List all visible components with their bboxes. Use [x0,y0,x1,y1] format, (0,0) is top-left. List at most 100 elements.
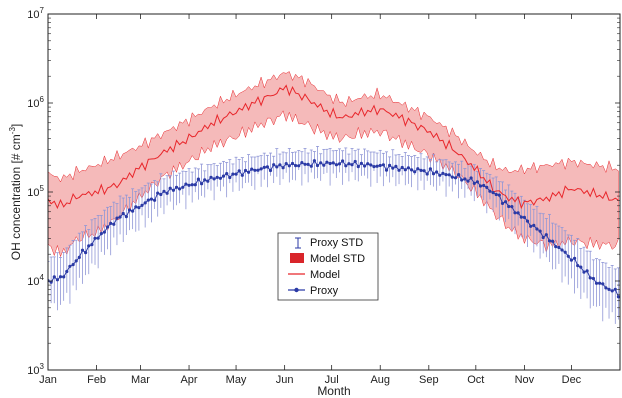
proxy-marker [225,172,229,176]
proxy-marker [557,245,561,250]
proxy-marker [460,178,464,182]
x-tick-label: May [226,374,247,386]
legend-label-proxy-std: Proxy STD [310,237,363,249]
proxy-marker [153,198,157,202]
x-tick-label: Oct [467,374,484,386]
proxy-marker [127,208,132,212]
proxy-marker [384,168,389,172]
proxy-marker [507,204,511,209]
proxy-marker [106,225,110,229]
proxy-marker [413,170,417,174]
proxy-marker [591,276,596,281]
proxy-marker [554,245,558,249]
y-axis: 103 104 105 106 107 [27,6,620,377]
proxy-marker [96,236,100,240]
proxy-marker [447,173,451,177]
proxy-marker [281,166,285,170]
proxy-marker [137,206,141,210]
proxy-marker [58,275,63,279]
proxy-marker [491,191,495,195]
proxy-marker [403,168,407,172]
proxy-marker [99,232,103,236]
proxy-marker [178,187,182,191]
series-layer [48,71,620,324]
proxy-marker [472,181,476,185]
proxy-marker [71,263,75,267]
proxy-std-errorbar-icon [295,237,301,249]
proxy-marker [435,170,439,174]
proxy-marker [140,203,144,207]
proxy-marker [350,163,354,167]
proxy-marker [494,192,498,197]
proxy-marker [375,164,379,168]
proxy-marker [616,295,620,299]
proxy-marker [406,166,410,170]
x-axis: Jan Feb Mar Apr May Jun Jul Aug Sep Oct Nov Dec [39,14,582,386]
proxy-marker [463,177,467,181]
proxy-marker [174,185,179,189]
proxy-marker [221,174,226,178]
legend: Proxy STD Model STD Model Proxy [277,232,379,301]
proxy-marker [604,286,608,290]
proxy-marker [156,191,160,195]
proxy-marker [469,176,473,180]
proxy-marker [294,164,298,168]
proxy-marker [538,229,542,233]
proxy-marker [80,248,85,252]
proxy-marker [394,164,398,168]
proxy-marker [312,159,316,163]
proxy-marker [146,198,150,202]
proxy-marker [431,172,436,176]
proxy-marker [181,185,185,189]
proxy-marker [341,159,345,163]
proxy-marker [337,162,342,166]
proxy-marker [391,166,395,170]
proxy-marker [55,278,60,282]
proxy-marker [576,264,580,268]
model-line [48,84,619,210]
proxy-marker [519,215,523,219]
proxy-marker [366,162,370,166]
proxy-marker [115,216,119,220]
proxy-marker [347,162,351,166]
proxy-marker [284,162,288,166]
proxy-marker [582,270,586,274]
proxy-marker [441,171,445,175]
proxy-marker [504,200,508,204]
proxy-marker [234,172,238,176]
proxy-marker [388,163,392,167]
proxy-marker [256,168,260,172]
x-tick-label: Mar [131,374,150,386]
proxy-marker [497,193,501,197]
proxy-marker [466,179,470,183]
proxy-marker [196,177,200,181]
proxy-marker [529,224,533,228]
y-axis-title: OH concentration [# cm-3] [8,124,23,261]
x-tick-label: Dec [562,374,582,386]
proxy-marker [478,184,483,188]
y-axis-title-close: ] [9,124,23,127]
proxy-marker [322,163,326,167]
proxy-marker [259,167,263,171]
proxy-marker [547,239,552,243]
y-tick-label: 103 [27,362,44,377]
proxy-marker [532,223,536,227]
proxy-marker [84,251,88,255]
proxy-marker-icon [294,287,299,293]
proxy-marker [65,269,69,274]
proxy-marker [488,189,492,193]
proxy-marker [287,164,291,168]
y-tick-label: 105 [27,184,44,199]
proxy-marker [77,255,81,259]
legend-item-proxy: Proxy [288,285,339,297]
proxy-marker [228,175,232,180]
proxy-marker [93,236,97,240]
proxy-marker [124,215,128,219]
proxy-marker [500,201,505,205]
proxy-marker [482,183,486,188]
proxy-marker [400,165,404,170]
proxy-std-errorbars [48,145,620,324]
proxy-marker [262,165,266,169]
proxy-marker [334,163,338,167]
proxy-marker [190,183,194,187]
